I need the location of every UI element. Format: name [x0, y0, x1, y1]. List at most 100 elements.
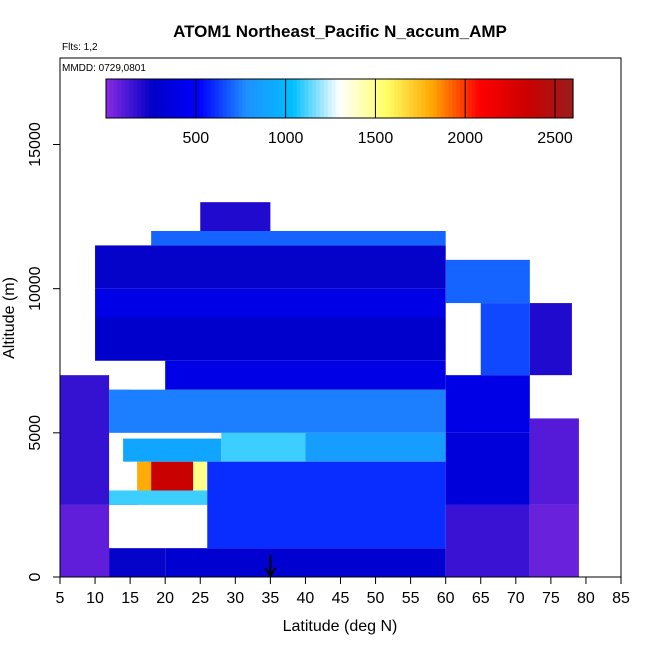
colorbar-segment — [393, 79, 399, 118]
colorbar-segment — [343, 79, 348, 118]
colorbar-segment — [401, 79, 407, 118]
colorbar-segment — [483, 79, 488, 118]
colorbar-tick-label: 500 — [182, 130, 209, 147]
colorbar-segment — [530, 79, 535, 118]
colorbar-segment — [281, 79, 286, 118]
colorbar-segment — [518, 79, 524, 118]
colorbar-segment — [421, 79, 426, 118]
colorbar-segment — [316, 79, 321, 118]
heatmap-cell — [60, 375, 110, 505]
colorbar-segment — [257, 79, 263, 118]
x-tick-label: 65 — [472, 590, 490, 607]
heatmap-cell — [165, 360, 446, 390]
colorbar-segment — [557, 79, 562, 118]
colorbar-segment — [541, 79, 547, 118]
colorbar-segment — [417, 79, 422, 118]
colorbar-segment — [183, 79, 189, 118]
heatmap-cell — [305, 432, 446, 462]
x-tick-label: 45 — [332, 590, 350, 607]
colorbar-segment — [296, 79, 302, 118]
colorbar-segment — [288, 79, 294, 118]
colorbar-segment — [351, 79, 356, 118]
heatmap-cell — [109, 548, 166, 577]
colorbar-segment — [160, 79, 165, 118]
heatmap-cell — [445, 259, 530, 304]
colorbar-segment — [323, 79, 329, 118]
colorbar-segment — [249, 79, 255, 118]
date-note: MMDD: 0729,0801 — [62, 63, 146, 74]
y-tick-label: 10000 — [27, 266, 44, 311]
y-tick-label: 5000 — [27, 415, 44, 451]
colorbar-segment — [148, 79, 154, 118]
heatmap-cell — [445, 504, 530, 577]
colorbar-segment — [277, 79, 282, 118]
colorbar-segment — [265, 79, 271, 118]
chart-title: ATOM1 Northeast_Pacific N_accum_AMP — [173, 22, 507, 41]
colorbar-segment — [366, 79, 372, 118]
colorbar-segment — [137, 79, 142, 118]
x-tick-label: 20 — [156, 590, 174, 607]
x-tick-label: 85 — [612, 590, 630, 607]
colorbar-segment — [304, 79, 309, 118]
colorbar-segment — [506, 79, 512, 118]
x-tick-label: 50 — [367, 590, 385, 607]
colorbar-frame — [105, 78, 574, 119]
colorbar-segment — [331, 79, 337, 118]
colorbar-segment — [460, 79, 465, 118]
colorbar-segment — [409, 79, 415, 118]
heatmap-cell — [109, 389, 446, 433]
x-tick-label: 10 — [86, 590, 104, 607]
heatmap-cell — [151, 231, 446, 246]
colorbar-segment — [448, 79, 453, 118]
colorbar-segment — [479, 79, 485, 118]
colorbar-segment — [432, 79, 438, 118]
colorbar-segment — [522, 79, 527, 118]
x-tick-label: 60 — [437, 590, 455, 607]
marker-head — [264, 567, 277, 578]
colorbar-segment — [362, 79, 368, 118]
colorbar-segment — [226, 79, 232, 118]
colorbar-segment — [300, 79, 306, 118]
colorbar-segment — [339, 79, 344, 118]
colorbar-segment — [378, 79, 383, 118]
colorbar-segment — [121, 79, 127, 118]
colorbar-segment — [487, 79, 492, 118]
colorbar-segment — [429, 79, 434, 118]
colorbar-segment — [176, 79, 181, 118]
x-tick-label: 15 — [121, 590, 139, 607]
colorbar-segment — [191, 79, 197, 118]
x-tick-label: 25 — [191, 590, 209, 607]
x-tick-label: 30 — [226, 590, 244, 607]
heatmap-cell — [193, 461, 208, 491]
colorbar-segment — [502, 79, 508, 118]
colorbar-segment — [312, 79, 317, 118]
colorbar-segment — [246, 79, 251, 118]
colorbar-segment — [549, 79, 555, 118]
colorbar-segment — [109, 79, 115, 118]
heatmap-cell — [151, 461, 194, 491]
colorbar-segment — [285, 79, 290, 118]
heatmap-cell — [445, 375, 530, 433]
heatmap-cell — [95, 245, 446, 289]
colorbar-segment — [218, 79, 224, 118]
y-axis-label: Altitude (m) — [1, 277, 18, 359]
colorbar-segment — [214, 79, 220, 118]
heatmap-cell — [165, 548, 446, 577]
x-axis: 5 10 15 20 25 30 35 40 45 50 55 60 65 70 75 80 85 — [56, 576, 630, 607]
colorbar-segment — [425, 79, 430, 118]
x-tick-label: 5 — [56, 590, 65, 607]
colorbar-segment — [292, 79, 298, 118]
heatmap-cell — [529, 418, 579, 505]
colorbar-segment — [471, 79, 477, 118]
heatmap-cell — [529, 504, 579, 577]
colorbar-segment — [347, 79, 352, 118]
colorbar-segment — [179, 79, 185, 118]
colorbar-segment — [261, 79, 267, 118]
x-tick-label: 55 — [402, 590, 420, 607]
colorbar-segment — [534, 79, 539, 118]
latitude-marker-arrow — [264, 555, 277, 578]
colorbar-segment — [238, 79, 243, 118]
colorbar-segment — [269, 79, 274, 118]
x-tick-label: 35 — [261, 590, 279, 607]
colorbar-segment — [234, 79, 239, 118]
